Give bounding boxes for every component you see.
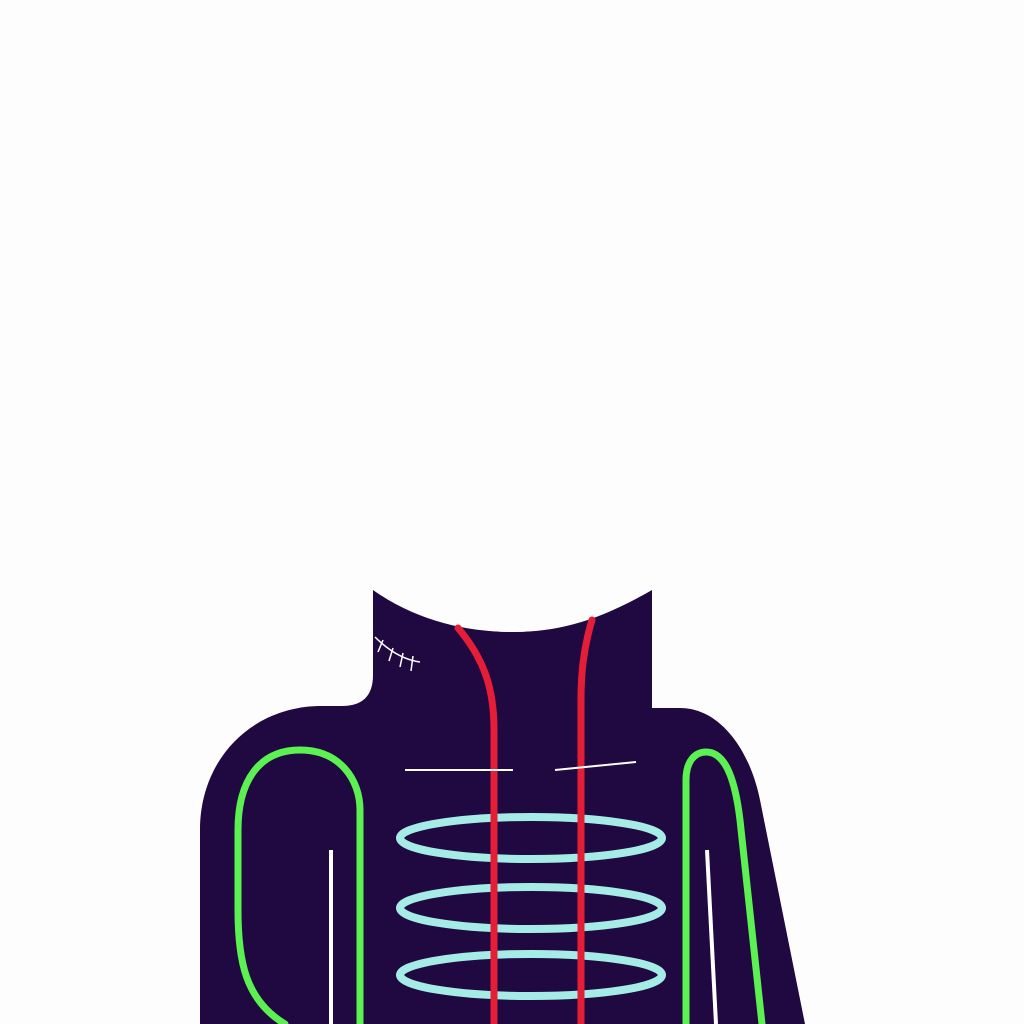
rib-cage: [396, 813, 666, 1000]
right-arm-bone: [682, 748, 766, 1024]
right-vessel: [577, 616, 596, 1024]
head-shape: [280, 168, 744, 632]
left-vessel: [454, 624, 498, 1024]
neck-stitches: [374, 636, 421, 672]
rib: [396, 950, 666, 1000]
left-arm-bone: [234, 746, 364, 1024]
right-collarbone-line: [554, 761, 637, 771]
right-arm-detail-line: [705, 849, 718, 1024]
rib: [396, 813, 666, 863]
rib: [396, 883, 666, 933]
